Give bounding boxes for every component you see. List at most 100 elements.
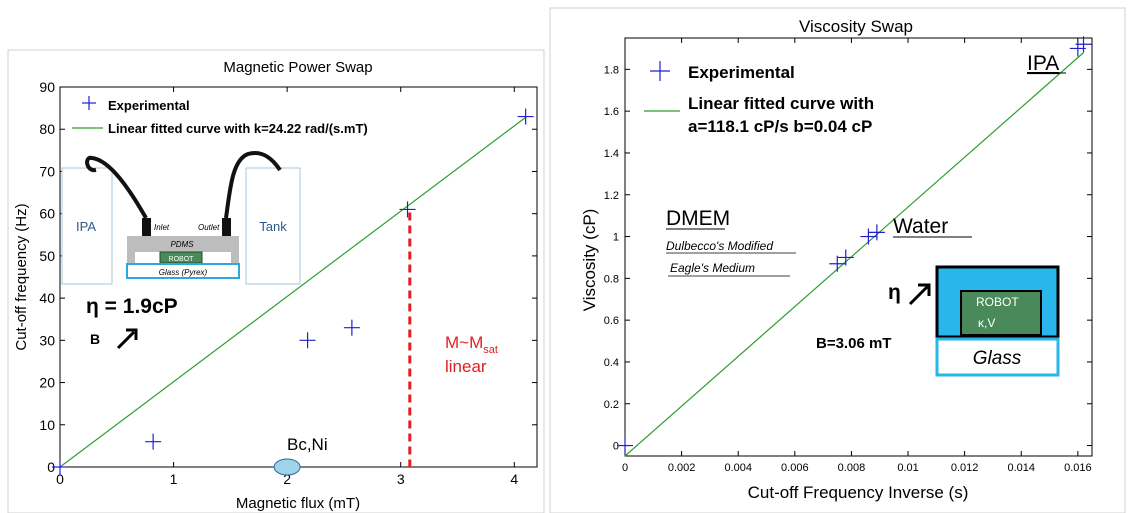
left-y-tick-label: 90 [39, 79, 55, 95]
microfluidic-inset: IPA Tank Inlet Outlet PDMS ROBOT Glass (… [61, 151, 301, 285]
left-y-tick-label: 40 [39, 290, 55, 306]
left-x-tick-label: 1 [170, 471, 178, 487]
right-y-tick-label: 1.8 [604, 64, 619, 76]
left-y-axis-label: Cut-off frequency (Hz) [13, 203, 30, 350]
right-plot-area [624, 37, 1093, 457]
glass-block [935, 337, 1060, 377]
left-y-tick-label: 10 [39, 417, 55, 433]
right-y-tick-label: 1.4 [604, 148, 619, 160]
right-y-tick-label: 1.6 [604, 106, 619, 118]
outlet-tube [224, 151, 282, 219]
right-x-tick-label: 0.016 [1064, 462, 1092, 474]
right-y-axis-label: Viscosity (cP) [580, 209, 599, 312]
right-x-tick-label: 0.01 [897, 462, 918, 474]
right-chart-title: Viscosity Swap [799, 17, 913, 36]
left-chart-title: Magnetic Power Swap [223, 59, 372, 76]
right-legend-fit-line2: a=118.1 cP/s b=0.04 cP [688, 117, 872, 136]
right-data-point [868, 224, 885, 241]
right-eta-arrow [908, 283, 931, 306]
left-fit-line [59, 116, 527, 468]
inset-outlet-label: Outlet [198, 223, 220, 232]
right-data-point [1075, 36, 1092, 53]
left-y-tick-label: 70 [39, 163, 55, 179]
left-x-tick-label: 2 [283, 471, 291, 487]
right-legend-fit-line1: Linear fitted curve with [688, 94, 874, 113]
left-x-tick-label: 3 [397, 471, 405, 487]
dmem-subtitle-1: Dulbecco's Modified [666, 239, 773, 253]
left-y-tick-label: 20 [39, 375, 55, 391]
left-legend-point [82, 96, 96, 110]
right-data-point [837, 249, 854, 266]
right-y-tick-label: 0.6 [604, 315, 619, 327]
right-legend-plus-marker [650, 61, 670, 81]
ipa-reservoir [61, 167, 113, 285]
left-legend-plus-marker [82, 96, 96, 110]
inset-glass-label: Glass (Pyrex) [159, 268, 208, 277]
left-y-tick-label: 60 [39, 206, 55, 222]
right-legend-experimental: Experimental [688, 63, 795, 82]
left-b-annotation: B [90, 331, 100, 347]
right-y-tick-label: 1.2 [604, 190, 619, 202]
dmem-subtitle-2: Eagle's Medium [670, 261, 755, 275]
inset-inlet-label: Inlet [154, 223, 170, 232]
glass-label: Glass [973, 348, 1022, 369]
right-x-tick-label: 0 [622, 462, 628, 474]
left-y-tick-label: 30 [39, 332, 55, 348]
left-data-point [52, 459, 68, 475]
right-legend: Experimental Linear fitted curve with a=… [644, 61, 874, 136]
left-legend-experimental: Experimental [108, 98, 190, 113]
inlet-tube [85, 155, 148, 219]
outlet-port [222, 218, 231, 238]
left-data-point [517, 108, 534, 125]
right-data-point [829, 255, 846, 272]
right-y-tick-label: 0.8 [604, 273, 619, 285]
right-y-tick-label: 0 [613, 441, 619, 453]
inset-pdms-label: PDMS [170, 240, 194, 249]
bcni-annotation: Bc,Ni [287, 435, 328, 454]
right-x-tick-label: 0.008 [838, 462, 866, 474]
right-eta-annotation: η [888, 281, 901, 304]
viscosity-inset: ROBOT κ,V Glass η B=3.06 mT [816, 265, 1060, 377]
left-data-point [145, 433, 162, 450]
left-eta-annotation: η = 1.9cP [86, 295, 178, 318]
magnetic-power-chart: Magnetic Power Swap 0 1 2 3 4010203040506070… [7, 49, 545, 513]
right-x-axis-label: Cut-off Frequency Inverse (s) [748, 483, 969, 502]
right-x-tick-label: 0.014 [1007, 462, 1035, 474]
left-b-arrow [116, 328, 138, 350]
inset-tank-label: Tank [259, 219, 287, 234]
right-x-tick-label: 0.006 [781, 462, 809, 474]
right-legend-point [650, 61, 670, 81]
dmem-annotation: DMEM [666, 207, 730, 230]
right-x-tick-label: 0.002 [668, 462, 696, 474]
left-data-point [399, 201, 416, 218]
bcni-ellipse [273, 458, 301, 476]
robot-body [960, 290, 1042, 336]
right-y-tick-label: 0.2 [604, 399, 619, 411]
ipa-annotation: IPA [1027, 52, 1059, 75]
left-x-axis-label: Magnetic flux (mT) [236, 495, 360, 512]
left-y-tick-label: 0 [47, 459, 55, 475]
right-fit-line [624, 52, 1084, 457]
inlet-port [142, 218, 151, 238]
water-annotation: Water [893, 215, 948, 238]
glass-substrate [126, 263, 240, 279]
msat-annotation: M~Msat [445, 333, 498, 356]
left-x-tick-label: 4 [510, 471, 518, 487]
left-y-tick-label: 80 [39, 121, 55, 137]
b-field-annotation: B=3.06 mT [816, 335, 891, 352]
right-axis-ticks: 0 0.002 0.004 0.006 0.008 0.01 0.012 0.014 0.016… [604, 38, 1092, 474]
left-data-marks [52, 108, 534, 476]
right-y-tick-label: 1 [613, 232, 619, 244]
left-data-point [343, 319, 360, 336]
right-data-point [617, 437, 633, 454]
left-data-point [299, 332, 316, 349]
robot-label: ROBOT [976, 295, 1019, 309]
left-legend-fit: Linear fitted curve with k=24.22 rad/(s.… [108, 121, 368, 136]
kv-label: κ,V [978, 316, 995, 330]
right-data-marks [617, 36, 1092, 457]
inset-robot-label: ROBOT [169, 256, 195, 263]
right-data-point [860, 228, 877, 245]
right-x-tick-label: 0.012 [951, 462, 979, 474]
